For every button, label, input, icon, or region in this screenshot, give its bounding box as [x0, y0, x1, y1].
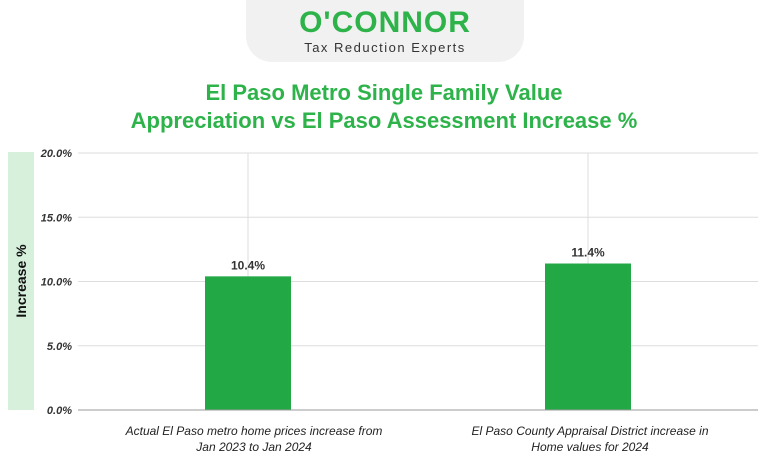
- y-axis-label-background: [8, 152, 34, 410]
- x-category-label-2-line-2: Home values for 2024: [531, 440, 649, 454]
- y-tick-label-1: 5.0%: [47, 341, 72, 353]
- x-category-label-2: El Paso County Appraisal District increa…: [440, 423, 740, 455]
- x-category-label-2-line-1: El Paso County Appraisal District increa…: [471, 424, 709, 438]
- data-label-1: 10.4%: [231, 258, 265, 272]
- chart-title-line-2: Appreciation vs El Paso Assessment Incre…: [130, 108, 638, 133]
- bar-2: [545, 263, 631, 410]
- data-label-2: 11.4%: [571, 246, 605, 260]
- x-category-label-1-line-2: Jan 2023 to Jan 2024: [196, 440, 312, 454]
- y-tick-label-0: 0.0%: [47, 405, 72, 417]
- x-category-label-1-line-1: Actual El Paso metro home prices increas…: [125, 424, 383, 438]
- chart-title-line-1: El Paso Metro Single Family Value: [205, 80, 563, 105]
- y-tick-label-3: 15.0%: [41, 212, 72, 224]
- y-tick-label-4: 20.0%: [40, 148, 72, 160]
- y-tick-label-2: 10.0%: [41, 277, 72, 289]
- logo-banner: O'CONNOR Tax Reduction Experts: [246, 0, 524, 62]
- bar-1: [205, 276, 291, 410]
- logo-tagline: Tax Reduction Experts: [304, 40, 466, 55]
- logo-wordmark: O'CONNOR: [299, 6, 471, 39]
- x-category-label-1: Actual El Paso metro home prices increas…: [104, 423, 404, 455]
